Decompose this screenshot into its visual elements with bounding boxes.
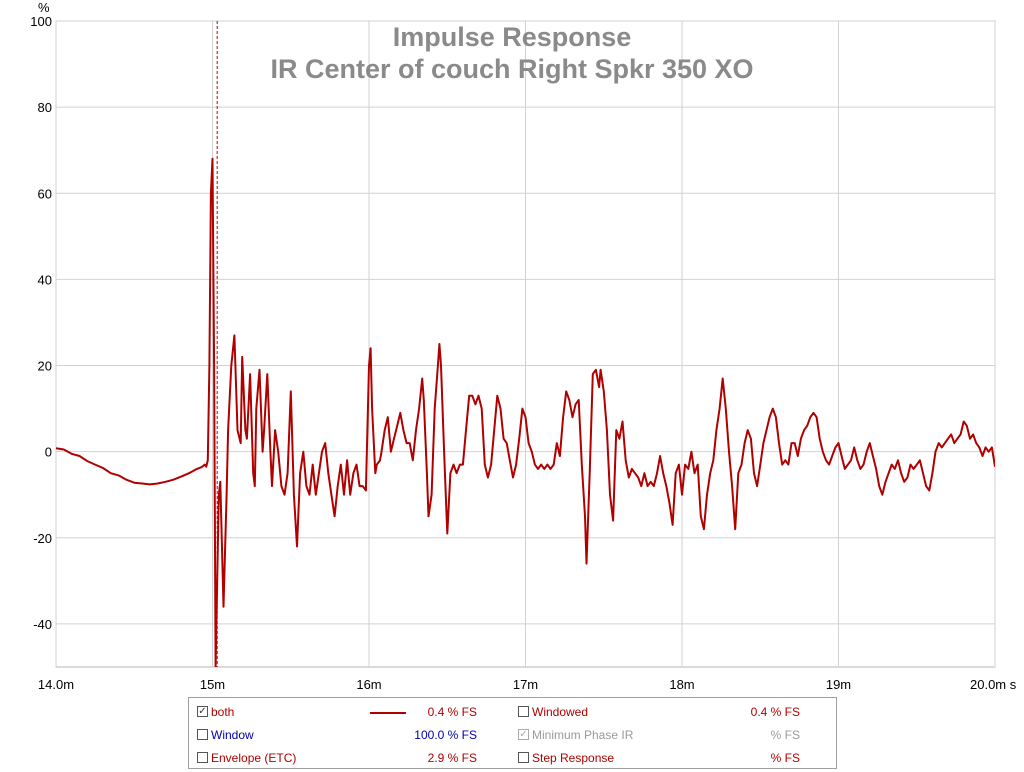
x-tick-label: 18m xyxy=(669,677,694,692)
legend-value: 2.9 % FS xyxy=(427,751,477,765)
y-tick-label: 40 xyxy=(38,272,52,287)
legend-value: % FS xyxy=(770,728,800,742)
series-line-both xyxy=(56,157,995,667)
y-tick-label: -40 xyxy=(33,617,52,632)
chart-title: Impulse Response xyxy=(393,22,632,52)
legend-label-minimum-phase-ir: Minimum Phase IR xyxy=(532,728,634,742)
chart-subtitle: IR Center of couch Right Spkr 350 XO xyxy=(270,54,753,84)
x-tick-label: 17m xyxy=(513,677,538,692)
y-tick-label: 20 xyxy=(38,359,52,374)
legend-value: 0.4 % FS xyxy=(750,705,800,719)
y-tick-label: 80 xyxy=(38,100,52,115)
x-tick-label: 19m xyxy=(826,677,851,692)
legend-label-window: Window xyxy=(211,728,254,742)
legend-label-envelope-etc-: Envelope (ETC) xyxy=(211,751,297,765)
grid-lines xyxy=(55,20,996,667)
x-tick-label: 20.0m s xyxy=(970,677,1017,692)
series-layer xyxy=(56,157,995,667)
x-tick-label: 16m xyxy=(356,677,381,692)
legend-checkbox-minimum-phase-ir[interactable]: ✓ xyxy=(518,729,529,740)
y-tick-label: -20 xyxy=(33,531,52,546)
legend-label-windowed: Windowed xyxy=(532,705,589,719)
x-tick-label: 15m xyxy=(200,677,225,692)
legend-checkbox-both[interactable]: ✓ xyxy=(197,706,208,717)
y-axis-unit-label: % xyxy=(38,0,50,15)
x-axis-ticks: 14.0m 15m 16m 17m 18m 19m 20.0m s xyxy=(38,677,1017,692)
impulse-response-chart: 100 80 60 40 20 0 -20 -40 14.0m 15m 16m 17m 18m 19m 2… xyxy=(30,0,1017,692)
y-axis-ticks: 100 80 60 40 20 0 -20 -40 xyxy=(30,14,52,632)
legend-label-both: both xyxy=(211,705,235,719)
legend-panel: ✓ both 0.4 % FS Windowed 0.4 % FS Window 100.0… xyxy=(188,697,837,769)
legend-checkbox-windowed[interactable] xyxy=(518,706,529,717)
legend-value: 100.0 % FS xyxy=(414,728,477,742)
legend-checkbox-window[interactable] xyxy=(197,729,208,740)
y-tick-label: 100 xyxy=(30,14,52,29)
y-tick-label: 0 xyxy=(45,445,52,460)
legend-value: 0.4 % FS xyxy=(427,705,477,719)
legend-value: % FS xyxy=(770,751,800,765)
legend-swatch xyxy=(370,712,406,714)
legend-checkbox-envelope-etc-[interactable] xyxy=(197,752,208,763)
x-tick-label: 14.0m xyxy=(38,677,74,692)
y-tick-label: 60 xyxy=(38,186,52,201)
legend-checkbox-step-response[interactable] xyxy=(518,752,529,763)
legend-label-step-response: Step Response xyxy=(532,751,615,765)
